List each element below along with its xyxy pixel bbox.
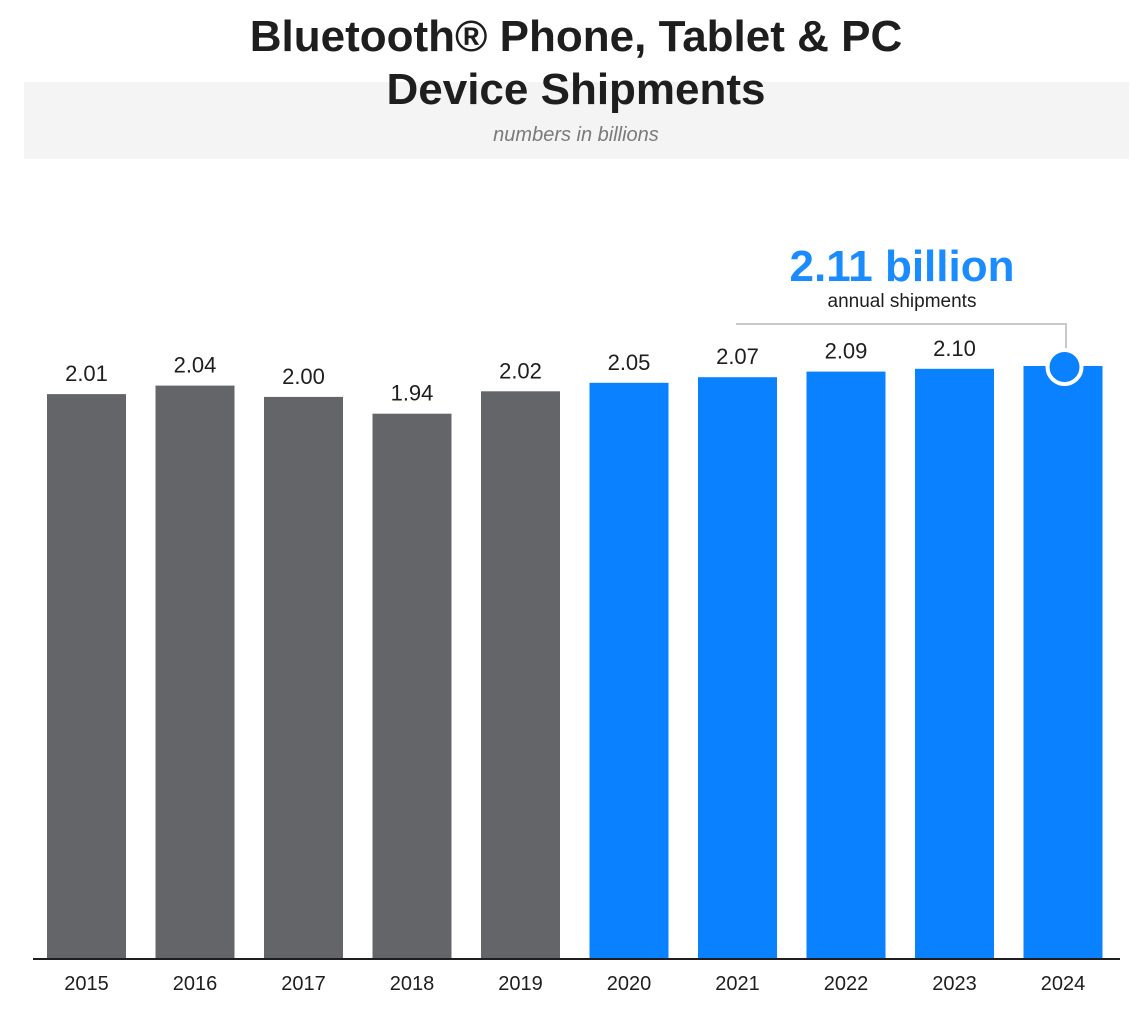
value-label-2022: 2.09 xyxy=(825,339,868,364)
bar-2020 xyxy=(589,382,669,958)
x-tick-2019: 2019 xyxy=(498,973,543,995)
x-tick-2018: 2018 xyxy=(390,973,435,995)
bar-2018 xyxy=(372,413,452,958)
bar-2024 xyxy=(1023,366,1103,958)
x-tick-2015: 2015 xyxy=(64,973,109,995)
callout-caption: annual shipments xyxy=(828,291,977,312)
bar-2022 xyxy=(806,371,886,959)
callout-value: 2.11 billion xyxy=(790,242,1015,291)
bars-group xyxy=(47,366,1103,959)
highlight-marker-2024 xyxy=(1045,348,1084,386)
chart-title: Bluetooth® Phone, Tablet & PC Device Shi… xyxy=(0,10,1145,116)
value-label-2020: 2.05 xyxy=(608,350,651,375)
chart-title-line-1: Bluetooth® Phone, Tablet & PC xyxy=(249,12,903,61)
value-label-2018: 1.94 xyxy=(391,381,434,406)
x-tick-2017: 2017 xyxy=(281,973,326,995)
x-tick-2024: 2024 xyxy=(1041,973,1086,995)
value-label-2016: 2.04 xyxy=(174,353,217,378)
chart-subtitle: numbers in billions xyxy=(493,124,659,146)
value-label-2019: 2.02 xyxy=(499,358,542,383)
bar-2015 xyxy=(47,394,126,959)
x-tick-2016: 2016 xyxy=(173,973,218,995)
callout-group: 2.11 billion annual shipments xyxy=(736,242,1084,386)
title-band xyxy=(24,82,1129,159)
x-tick-2021: 2021 xyxy=(715,973,760,995)
value-label-2017: 2.00 xyxy=(282,364,325,389)
bar-2023 xyxy=(915,368,994,958)
x-tick-2022: 2022 xyxy=(824,973,869,995)
bar-2016 xyxy=(155,385,235,959)
bar-2017 xyxy=(264,396,343,958)
value-labels-group: 2.01 2.04 2.00 1.94 2.02 2.05 2.07 2.09 2.10 xyxy=(65,336,976,406)
x-tick-labels-group: 2015 2016 2017 2018 2019 2020 2021 2022 2023 2024 xyxy=(64,973,1085,995)
value-label-2015: 2.01 xyxy=(65,361,108,386)
bar-2019 xyxy=(481,391,560,958)
value-label-2021: 2.07 xyxy=(716,344,759,369)
value-label-2023: 2.10 xyxy=(933,336,976,361)
chart-title-line-2: Device Shipments xyxy=(386,65,766,114)
x-tick-2020: 2020 xyxy=(607,973,652,995)
callout-bracket xyxy=(736,323,1067,352)
x-tick-2023: 2023 xyxy=(932,973,977,995)
bar-2021 xyxy=(698,377,777,958)
